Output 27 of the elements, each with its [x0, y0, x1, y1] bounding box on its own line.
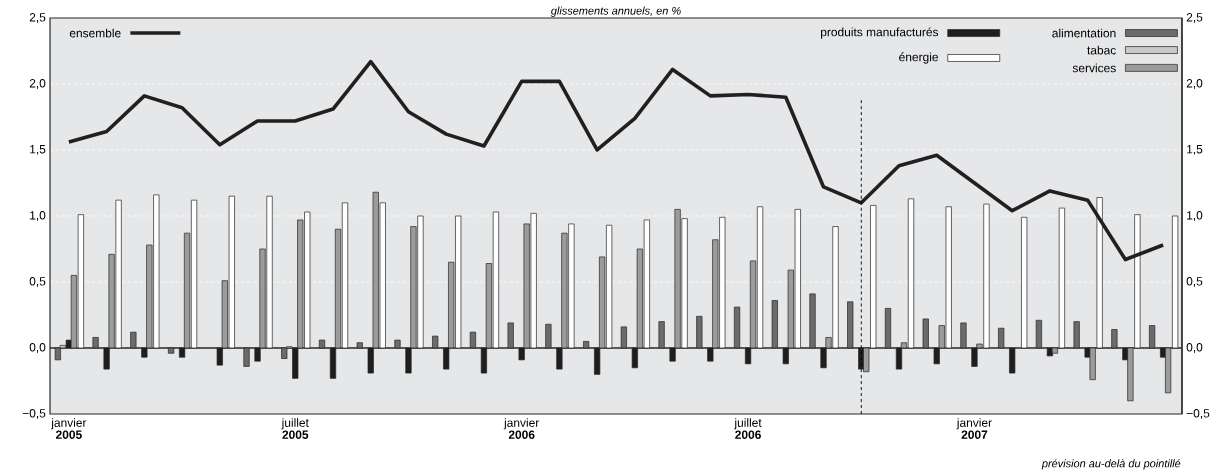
legend-label: services: [1072, 63, 1116, 73]
y-tick-label: 2,0: [29, 79, 46, 89]
y2-tick-label: 0,5: [1186, 277, 1203, 287]
y-tick-label: 0,5: [29, 277, 46, 287]
legend-label: tabac: [1087, 45, 1116, 55]
y-tick-label: 0,0: [29, 343, 46, 353]
legend-label: alimentation: [1052, 28, 1116, 38]
chart-title: glissements annuels, en %: [550, 6, 681, 17]
y2-tick-label: −0,5: [1186, 409, 1210, 419]
legend-label: produits manufacturés: [821, 27, 939, 39]
y-tick-label: 1,5: [30, 145, 46, 155]
y2-tick-label: 2,5: [1186, 13, 1203, 23]
y2-tick-label: 1,5: [1187, 145, 1203, 155]
y-tick-label: 1,0: [30, 211, 46, 221]
x-tick-label: janvier 2005: [50, 418, 87, 439]
x-tick-label: janvier 2006: [503, 418, 540, 439]
x-tick-label: juillet 2006: [734, 418, 762, 439]
x-tick-label: juillet 2005: [281, 418, 309, 439]
text: prévision au-delà du pointillé: [1041, 459, 1181, 470]
legend-label: énergie: [899, 52, 938, 64]
legend-label: ensemble: [69, 28, 121, 38]
x-tick-label: janvier 2007: [956, 418, 992, 439]
y-tick-label: −0,5: [22, 409, 46, 419]
y-tick-label: 2,5: [29, 13, 46, 23]
y2-tick-label: 2,0: [1186, 79, 1203, 89]
y2-tick-label: 0,0: [1186, 343, 1203, 353]
y2-tick-label: 1,0: [1187, 211, 1203, 221]
